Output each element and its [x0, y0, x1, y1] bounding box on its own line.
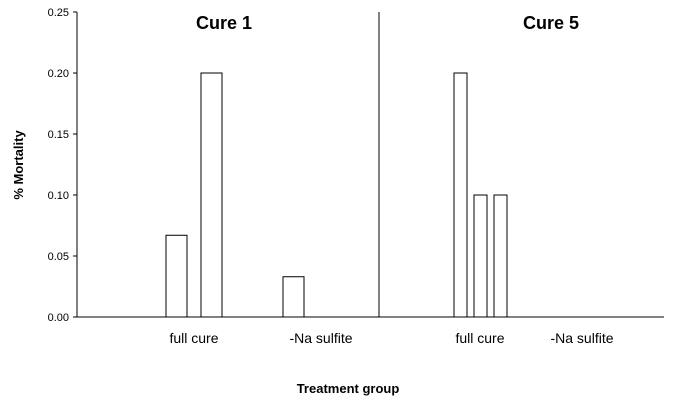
panel-title-cure-5: Cure 5: [523, 13, 579, 33]
bar: [473, 194, 488, 318]
y-tick-label: 0.20: [48, 68, 69, 80]
category-label: full cure: [455, 330, 504, 346]
y-tick-label: 0.00: [48, 312, 69, 324]
y-tick-label: 0.25: [48, 7, 69, 19]
y-tick-label: 0.05: [48, 251, 69, 263]
bars: [165, 72, 508, 318]
category-label: -Na sulfite: [550, 330, 613, 346]
category-label: -Na sulfite: [289, 330, 352, 346]
y-tick-label: 0.15: [48, 129, 69, 141]
bar: [493, 194, 508, 318]
bar: [200, 72, 223, 318]
bar: [282, 276, 305, 318]
y-tick-label: 0.10: [48, 190, 69, 202]
y-ticks: 0.00 0.05 0.10 0.15 0.20 0.25: [48, 7, 77, 324]
panel-title-cure-1: Cure 1: [196, 13, 252, 33]
category-labels: full cure -Na sulfite full cure -Na sulfite: [169, 330, 613, 346]
category-label: full cure: [169, 330, 218, 346]
bar: [165, 234, 188, 318]
x-axis-title: Treatment group: [297, 381, 400, 396]
y-axis-title: % Mortality: [11, 130, 26, 200]
bar: [453, 72, 468, 318]
